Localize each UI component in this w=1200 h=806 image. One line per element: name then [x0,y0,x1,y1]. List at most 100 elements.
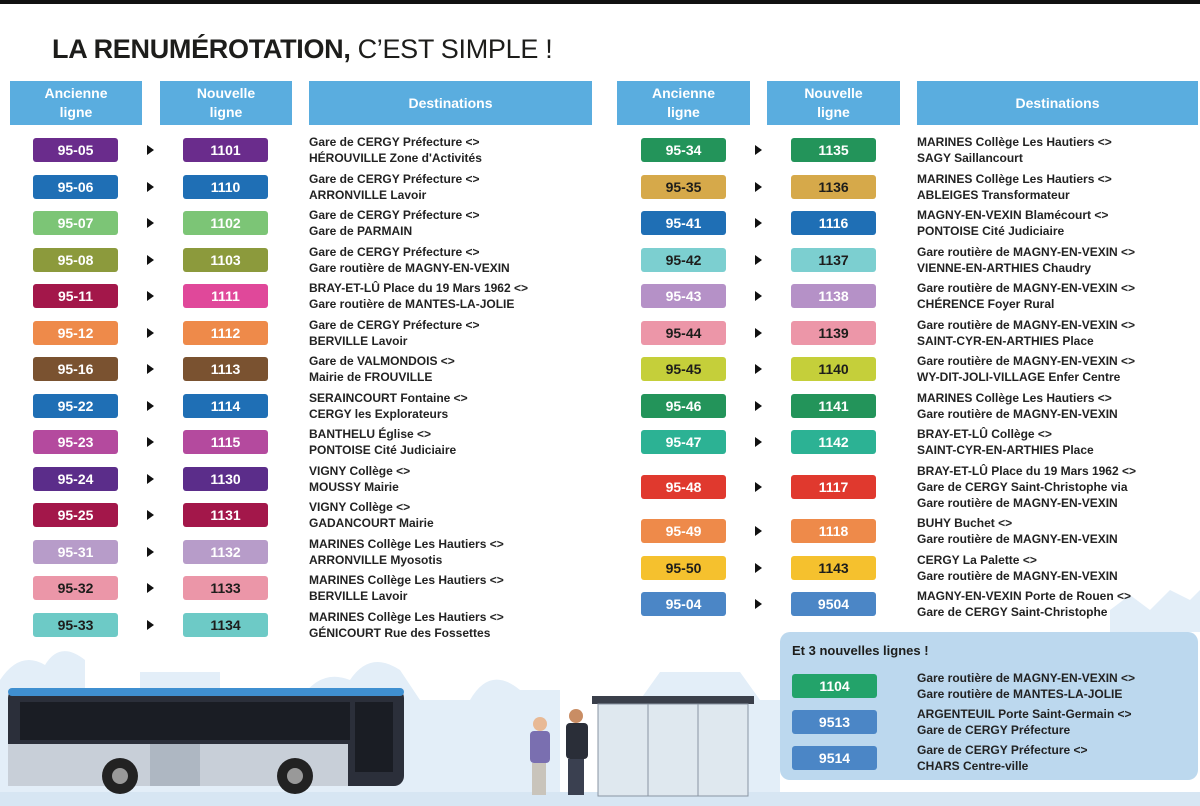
arrow [755,254,762,265]
column-header: Nouvelle ligne [160,81,292,125]
column-header: Ancienne ligne [617,81,750,125]
destination: BRAY-ET-LÛ Place du 19 Mars 1962 <> Gare … [917,463,1136,511]
destination-line: Gare routière de MAGNY-EN-VEXIN [917,495,1118,510]
destination-line: Gare de CERGY Préfecture <> [309,135,480,149]
destination-line: Gare de CERGY Préfecture <> [309,171,480,186]
new-line-badge: 1110 [183,174,268,199]
destination: BRAY-ET-LÛ Collège <> SAINT-CYR-EN-ARTHIE… [917,426,1094,458]
arrow [755,145,762,155]
destination-line: HÉROUVILLE Zone d'Activités [309,151,482,165]
destination-line: ARRONVILLE Myosotis [309,552,443,567]
destination-line: Mairie de FROUVILLE [309,370,433,384]
new-line-badge: 1118 [791,519,876,543]
old-line-badge: 95-44 [641,320,726,345]
destination-line: Gare routière de MANTES-LA-JOLIE [309,297,515,311]
destination: Gare routière de MAGNY-EN-VEXIN <> CHÉREN… [917,280,1135,312]
arrow [755,364,762,374]
old-line-badge: 95-12 [33,320,118,345]
old-line-badge: 95-24 [33,466,118,491]
new-line-badge: 1137 [791,247,876,272]
top-bar [0,0,1200,4]
destination: MARINES Collège Les Hautiers <> SAGY Sail… [917,134,1112,166]
destination: MAGNY-EN-VEXIN Blamécourt <> PONTOISE Cit… [917,207,1108,239]
old-line-badge: 95-31 [33,539,118,564]
column-header: Nouvelle ligne [767,81,900,125]
destination-line: MARINES Collège Les Hautiers <> [309,536,504,551]
new-line-badge: 1116 [791,211,876,235]
new-line-badge: 9513 [792,710,877,734]
column-header-text: Destinations [1015,94,1100,111]
destination-line: MARINES Collège Les Hautiers <> [917,135,1112,149]
old-line-badge: 95-45 [641,357,726,381]
destination-line: MARINES Collège Les Hautiers <> [309,573,504,587]
title-bold: LA RENUMÉROTATION, [52,34,351,64]
destination-line: BRAY-ET-LÛ Place du 19 Mars 1962 <> [917,463,1136,478]
arrow [147,437,154,447]
destination: Gare de CERGY Préfecture <> Gare routière… [309,244,510,276]
destination: Gare de CERGY Préfecture <> CHARS Centre-… [917,742,1088,774]
arrow [755,327,762,338]
arrow [755,400,762,411]
old-line-badge: 95-42 [641,247,726,272]
title: LA RENUMÉROTATION, C’EST SIMPLE ! [52,34,553,65]
destination: Gare routière de MAGNY-EN-VEXIN <> WY-DIT… [917,353,1135,385]
destination: BRAY-ET-LÛ Place du 19 Mars 1962 <> Gare … [309,280,528,312]
destination-line: Gare de CERGY Saint-Christophe via [917,479,1128,494]
destination-line: CHÉRENCE Foyer Rural [917,297,1055,311]
arrow [147,583,154,593]
arrow [147,364,154,374]
column-header-text: Ancienne ligne [651,85,715,120]
arrow [147,400,154,411]
destination-line: Gare de CERGY Saint-Christophe [917,605,1108,619]
new-line-badge: 1103 [183,247,268,272]
title-rest: C’EST SIMPLE ! [357,34,553,64]
column-header-text: Ancienne ligne [44,85,108,120]
old-line-badge: 95-07 [33,211,118,235]
old-line-badge: 95-22 [33,393,118,418]
destination-line: Gare routière de MAGNY-EN-VEXIN <> [917,317,1136,332]
destination: BUHY Buchet <> Gare routière de MAGNY-EN-… [917,515,1118,547]
new-line-badge: 1141 [791,393,876,418]
new-line-badge: 1112 [183,320,268,345]
destination: Gare routière de MAGNY-EN-VEXIN <> Gare r… [917,670,1135,702]
new-line-badge: 1134 [183,612,268,637]
destination-line: Gare routière de MANTES-LA-JOLIE [917,687,1123,701]
destination-line: BANTHELU Église <> [309,427,432,441]
destination-line: Gare de CERGY Préfecture <> [309,317,480,332]
destination: Gare routière de MAGNY-EN-VEXIN <> SAINT-… [917,317,1135,349]
destination-line: Gare routière de MAGNY-EN-VEXIN [917,568,1118,583]
old-line-badge: 95-04 [641,592,726,616]
destination-line: BRAY-ET-LÛ Place du 19 Mars 1962 <> [309,281,528,295]
new-line-badge: 1139 [791,320,876,345]
new-line-badge: 1140 [791,357,876,381]
destination-line: Gare routière de MAGNY-EN-VEXIN [309,260,510,275]
arrow [147,145,154,155]
arrow [147,619,154,630]
old-line-badge: 95-48 [641,474,726,499]
old-line-badge: 95-08 [33,247,118,272]
new-line-badge: 9504 [791,592,876,616]
old-line-badge: 95-47 [641,430,726,454]
old-line-badge: 95-34 [641,138,726,162]
destination-line: MARINES Collège Les Hautiers <> [309,609,504,624]
destination: Gare de CERGY Préfecture <> ARRONVILLE La… [309,171,480,203]
destination-line: GADANCOURT Mairie [309,516,434,530]
old-line-badge: 95-32 [33,576,118,600]
old-line-badge: 95-05 [33,138,118,162]
column-header: Ancienne ligne [10,81,142,125]
destination-line: WY-DIT-JOLI-VILLAGE Enfer Centre [917,370,1121,384]
column-header-text: Nouvelle ligne [196,85,256,120]
destination: ARGENTEUIL Porte Saint-Germain <> Gare de… [917,706,1132,738]
new-line-badge: 1113 [183,357,268,381]
new-line-badge: 1136 [791,174,876,199]
destination: Gare de CERGY Préfecture <> BERVILLE Lavo… [309,317,480,349]
destination-line: CERGY La Palette <> [917,552,1037,567]
old-line-badge: 95-25 [33,503,118,527]
arrow [147,181,154,192]
new-line-badge: 9514 [792,746,877,770]
destination-line: Gare routière de MAGNY-EN-VEXIN [917,406,1118,421]
new-line-badge: 1104 [792,674,877,698]
destination: SERAINCOURT Fontaine <> CERGY les Explora… [309,390,468,422]
arrow [147,254,154,265]
column-header: Destinations [309,81,592,125]
